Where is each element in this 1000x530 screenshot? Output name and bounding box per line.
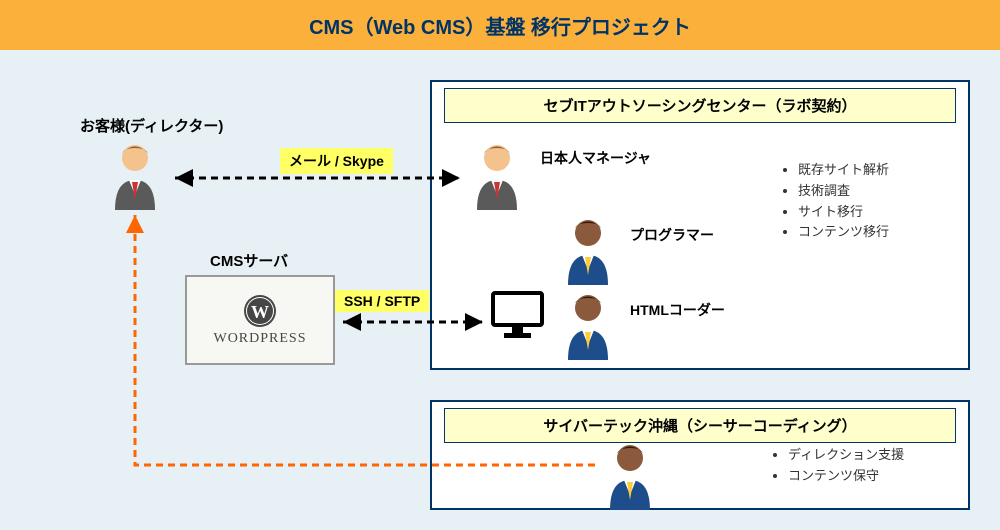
- bullet-item: コンテンツ移行: [798, 222, 889, 243]
- title-bar: CMS（Web CMS）基盤 移行プロジェクト: [0, 0, 1000, 50]
- bullet-item: ディレクション支援: [788, 445, 904, 466]
- box1-bullets: 既存サイト解析 技術調査 サイト移行 コンテンツ移行: [780, 160, 889, 243]
- bullet-item: コンテンツ保守: [788, 466, 904, 487]
- bullet-item: 既存サイト解析: [798, 160, 889, 181]
- box2-bullets: ディレクション支援 コンテンツ保守: [770, 445, 904, 487]
- role-manager: 日本人マネージャ: [540, 148, 651, 168]
- bullet-item: 技術調査: [798, 181, 889, 202]
- role-coder: HTMLコーダー: [630, 300, 725, 320]
- role-programmer: プログラマー: [630, 225, 714, 245]
- customer-person-icon: [105, 140, 165, 210]
- box1-header: セブITアウトソーシングセンター（ラボ契約）: [444, 88, 956, 123]
- customer-label: お客様(ディレクター): [80, 115, 223, 136]
- diagram-canvas: CMS（Web CMS）基盤 移行プロジェクト お客様(ディレクター) CMSサ…: [0, 0, 1000, 530]
- tag-mail-skype: メール / Skype: [280, 148, 393, 174]
- arrow-okinawa-customer: [120, 210, 600, 480]
- manager-person-icon: [467, 140, 527, 210]
- okinawa-person-icon: [600, 440, 660, 510]
- bullet-item: サイト移行: [798, 202, 889, 223]
- title-text: CMS（Web CMS）基盤 移行プロジェクト: [309, 11, 691, 40]
